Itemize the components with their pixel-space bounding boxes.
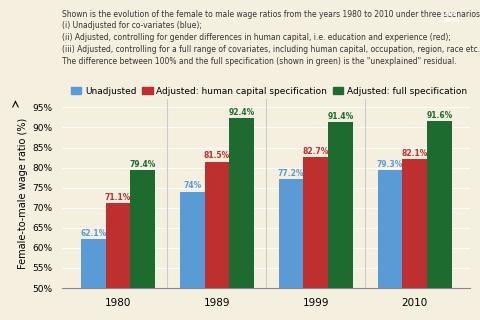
Text: 81.5%: 81.5%: [204, 151, 230, 160]
Text: 91.6%: 91.6%: [426, 111, 453, 120]
Bar: [180, 192, 204, 320]
Text: 82.7%: 82.7%: [302, 147, 329, 156]
Bar: [131, 170, 155, 320]
Bar: [279, 179, 303, 320]
Text: OUR
DATA: OUR DATA: [443, 12, 459, 23]
Y-axis label: Female-to-male wage ratio (%): Female-to-male wage ratio (%): [18, 118, 28, 269]
Bar: [378, 171, 402, 320]
Bar: [328, 122, 353, 320]
Bar: [204, 162, 229, 320]
Text: 71.1%: 71.1%: [105, 193, 131, 202]
Text: 74%: 74%: [183, 181, 201, 190]
Legend: Unadjusted, Adjusted: human capital specification, Adjusted: full specification: Unadjusted, Adjusted: human capital spec…: [67, 83, 471, 100]
Text: 77.2%: 77.2%: [278, 169, 304, 178]
Text: 62.1%: 62.1%: [80, 229, 107, 238]
Bar: [402, 159, 427, 320]
Bar: [106, 203, 131, 320]
Text: Shown is the evolution of the female to male wage ratios from the years 1980 to : Shown is the evolution of the female to …: [62, 10, 480, 66]
Text: 79.3%: 79.3%: [377, 160, 403, 169]
Text: 82.1%: 82.1%: [402, 149, 428, 158]
Bar: [303, 157, 328, 320]
Text: 91.4%: 91.4%: [327, 112, 354, 121]
Bar: [81, 239, 106, 320]
Bar: [229, 118, 254, 320]
Bar: [427, 121, 452, 320]
Text: 79.4%: 79.4%: [130, 160, 156, 169]
Text: 92.4%: 92.4%: [228, 108, 255, 117]
